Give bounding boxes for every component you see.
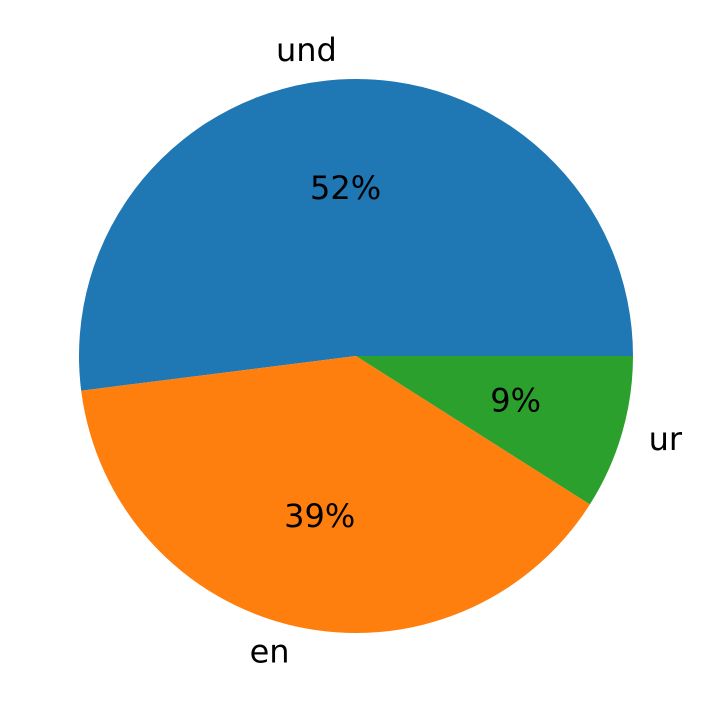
pie-slice <box>78 78 633 391</box>
slice-label: und <box>276 31 337 69</box>
pie-slice <box>81 356 590 633</box>
slice-label: ur <box>649 420 683 458</box>
pie-slice <box>356 356 633 505</box>
slice-label: en <box>250 632 290 670</box>
percent-label: 39% <box>284 497 355 535</box>
percent-label: 52% <box>310 169 381 207</box>
percent-label: 9% <box>490 381 541 419</box>
